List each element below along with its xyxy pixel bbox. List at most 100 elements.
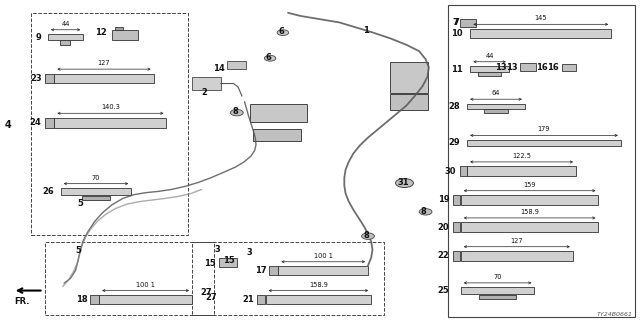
Text: 21: 21 (243, 295, 254, 304)
Circle shape (264, 55, 276, 61)
Circle shape (396, 179, 413, 188)
Text: 140.3: 140.3 (101, 104, 120, 110)
Bar (219, 258, 237, 267)
Bar (479, 295, 516, 299)
Bar (99, 295, 192, 304)
Circle shape (419, 209, 432, 215)
Text: 127: 127 (511, 238, 523, 244)
Text: 70: 70 (493, 274, 502, 280)
Text: 5: 5 (75, 246, 81, 255)
Bar (520, 63, 536, 71)
Text: 7: 7 (453, 18, 459, 27)
Text: 23: 23 (30, 74, 42, 83)
Text: 14: 14 (213, 64, 225, 73)
Bar (562, 64, 576, 71)
Bar (192, 77, 221, 90)
Bar (460, 19, 476, 27)
Bar (192, 242, 384, 315)
Bar (54, 118, 166, 128)
Text: 8: 8 (364, 231, 369, 240)
Text: 20: 20 (438, 223, 449, 232)
Text: 100 1: 100 1 (314, 253, 333, 259)
Bar (390, 62, 428, 93)
Bar (448, 5, 635, 317)
Circle shape (362, 233, 374, 239)
Text: 8: 8 (233, 108, 238, 116)
Text: 179: 179 (538, 126, 550, 132)
Text: 3: 3 (215, 245, 220, 254)
Text: 4: 4 (4, 120, 11, 130)
Bar (461, 195, 598, 205)
Text: 17: 17 (255, 266, 267, 275)
Bar (467, 140, 621, 146)
Bar (453, 251, 460, 261)
Bar (390, 94, 428, 110)
Text: 8: 8 (421, 207, 426, 216)
Text: 13: 13 (506, 63, 517, 72)
Text: 159: 159 (524, 182, 536, 188)
Text: 31: 31 (397, 178, 409, 187)
Text: 16: 16 (536, 63, 547, 72)
Bar (461, 251, 573, 261)
Text: 29: 29 (448, 138, 460, 147)
Circle shape (277, 30, 289, 36)
Text: 7: 7 (453, 18, 458, 27)
Bar (48, 34, 83, 40)
Text: 2: 2 (202, 88, 208, 97)
Text: 127: 127 (98, 60, 110, 66)
Bar (278, 266, 368, 275)
Text: 22: 22 (438, 252, 449, 260)
Bar (45, 118, 54, 128)
Text: 6: 6 (278, 28, 285, 36)
Text: 158.9: 158.9 (520, 209, 539, 215)
Text: 122.5: 122.5 (512, 153, 531, 159)
Bar (461, 287, 534, 294)
Bar (460, 166, 467, 176)
Bar (453, 195, 460, 205)
Text: 18: 18 (76, 295, 88, 304)
Text: 30: 30 (444, 167, 456, 176)
Text: 70: 70 (92, 175, 100, 181)
Bar (470, 66, 509, 72)
Bar (112, 30, 138, 40)
Bar (478, 72, 501, 76)
Bar (453, 222, 460, 232)
Text: 1: 1 (363, 26, 369, 35)
Bar (470, 29, 611, 38)
Bar (54, 74, 154, 83)
Text: 24: 24 (30, 118, 42, 127)
Bar (45, 74, 54, 83)
Bar (253, 129, 301, 141)
Circle shape (230, 109, 243, 116)
Text: 6: 6 (266, 53, 272, 62)
Text: 10: 10 (451, 29, 463, 38)
Bar (45, 242, 214, 315)
Text: 44: 44 (485, 53, 494, 59)
Text: 9: 9 (36, 33, 42, 42)
Text: 3: 3 (247, 248, 252, 257)
Bar (82, 196, 110, 200)
Text: 16: 16 (547, 63, 559, 72)
Text: 13: 13 (495, 63, 506, 72)
Bar (257, 295, 265, 304)
Text: 19: 19 (438, 196, 449, 204)
Text: 11: 11 (451, 65, 463, 74)
Bar (31, 13, 188, 235)
Bar (484, 109, 508, 113)
Bar (266, 295, 371, 304)
Text: 158.9: 158.9 (309, 282, 328, 288)
Bar (90, 295, 99, 304)
Text: 28: 28 (448, 102, 460, 111)
Text: 25: 25 (438, 286, 449, 295)
Text: 15: 15 (204, 260, 216, 268)
Bar (227, 61, 246, 69)
Text: 100 1: 100 1 (136, 282, 155, 288)
Text: FR.: FR. (14, 297, 29, 306)
Text: 27: 27 (205, 293, 217, 302)
Bar (269, 266, 278, 275)
Bar (115, 27, 123, 30)
Text: 145: 145 (534, 15, 547, 21)
Bar (461, 222, 598, 232)
Bar (61, 188, 131, 195)
Text: 27: 27 (200, 288, 212, 297)
